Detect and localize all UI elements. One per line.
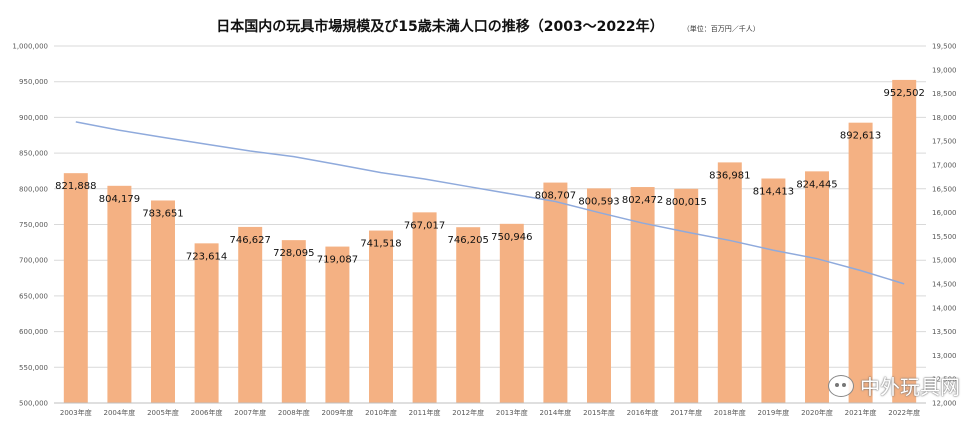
x-tick-label: 2006年度 [191, 408, 223, 417]
bar [63, 173, 88, 403]
bar-data-label: 767,017 [404, 220, 445, 231]
line-series [75, 121, 905, 285]
y-right-tick-label: 12,500 [932, 376, 957, 384]
y-right-tick-label: 15,500 [932, 233, 957, 241]
x-tick-label: 2013年度 [496, 408, 528, 417]
x-tick-label: 2016年度 [627, 408, 659, 417]
bar-data-label: 728,095 [273, 248, 314, 259]
bar [630, 187, 655, 403]
y-right-tick-label: 17,500 [932, 138, 957, 146]
bar-data-label: 800,015 [666, 197, 707, 208]
x-tick-label: 2011年度 [409, 408, 441, 417]
y-left-tick-label: 650,000 [19, 292, 48, 300]
y-right-tick-label: 12,000 [932, 400, 957, 408]
x-tick-label: 2005年度 [147, 408, 179, 417]
bar-data-label: 892,613 [840, 131, 881, 142]
bar-data-label: 824,445 [796, 179, 837, 190]
x-tick-label: 2009年度 [321, 408, 353, 417]
x-tick-label: 2007年度 [234, 408, 266, 417]
y-right-tick-label: 19,000 [932, 66, 957, 74]
bar [805, 171, 829, 403]
chart-title-block: 日本国内の玩具市場規模及び15歳未満人口の推移（2003〜2022年） （単位：… [0, 16, 976, 36]
x-tick-label: 2022年度 [888, 408, 920, 417]
y-right-tick-label: 18,000 [932, 114, 957, 122]
bar-data-label: 821,888 [55, 181, 96, 192]
y-left-tick-label: 700,000 [19, 257, 48, 265]
x-tick-label: 2008年度 [278, 408, 310, 417]
bar [848, 122, 873, 403]
y-right-tick-label: 18,500 [932, 90, 957, 98]
x-tick-label: 2010年度 [365, 408, 397, 417]
y-right-tick-label: 14,500 [932, 281, 957, 289]
bar [543, 182, 568, 403]
y-left-tick-label: 600,000 [19, 328, 48, 336]
y-left-tick-label: 850,000 [19, 150, 48, 158]
bar-data-label: 746,205 [448, 235, 489, 246]
watermark: 中外玩具网 [828, 371, 960, 400]
bar [369, 230, 393, 403]
bar [194, 243, 219, 403]
bar-data-label: 719,087 [317, 255, 358, 266]
y-left-tick-label: 750,000 [19, 221, 48, 229]
x-tick-label: 2014年度 [539, 408, 571, 417]
bar [761, 178, 786, 403]
bar [587, 188, 611, 403]
x-tick-label: 2015年度 [583, 408, 615, 417]
bar-data-label: 746,627 [230, 235, 271, 246]
bar [717, 162, 742, 403]
y-right-tick-label: 14,000 [932, 304, 957, 312]
y-left-tick-label: 1,000,000 [12, 43, 48, 51]
bar-data-label: 750,946 [491, 232, 532, 243]
x-tick-label: 2017年度 [670, 408, 702, 417]
bar-data-label: 800,593 [578, 196, 619, 207]
bar-data-label: 741,518 [360, 239, 401, 250]
x-tick-label: 2021年度 [845, 408, 877, 417]
wechat-icon [828, 374, 854, 397]
y-right-tick-label: 16,000 [932, 209, 957, 217]
chart-title: 日本国内の玩具市場規模及び15歳未満人口の推移（2003〜2022年） [216, 19, 664, 35]
watermark-text: 中外玩具网 [860, 375, 960, 399]
y-right-tick-label: 19,500 [932, 43, 957, 51]
bar-data-label: 814,413 [753, 187, 794, 198]
bar [281, 240, 306, 403]
x-tick-label: 2012年度 [452, 408, 484, 417]
y-left-tick-label: 800,000 [19, 185, 48, 193]
x-tick-label: 2003年度 [60, 408, 92, 417]
y-right-tick-label: 17,000 [932, 162, 957, 170]
y-left-tick-label: 500,000 [19, 400, 48, 408]
bar [238, 226, 263, 403]
x-tick-label: 2019年度 [757, 408, 789, 417]
bar [499, 223, 524, 403]
bar [151, 200, 175, 403]
y-right-tick-label: 13,000 [932, 352, 957, 360]
bar-data-label: 723,614 [186, 251, 227, 262]
unit-note: （単位：百万円／千人） [682, 25, 760, 33]
x-tick-label: 2018年度 [714, 408, 746, 417]
y-right-tick-label: 13,500 [932, 328, 957, 336]
x-tick-label: 2004年度 [103, 408, 135, 417]
bar-data-label: 802,472 [622, 195, 663, 206]
bar [412, 212, 437, 403]
y-right-tick-label: 15,000 [932, 257, 957, 265]
bar-data-label: 804,179 [99, 194, 140, 205]
bar-data-label: 808,707 [535, 191, 576, 202]
bar-data-label: 952,502 [884, 88, 925, 99]
bar [325, 246, 350, 403]
bar-data-label: 783,651 [142, 208, 183, 219]
y-left-tick-label: 900,000 [19, 114, 48, 122]
y-left-tick-label: 950,000 [19, 78, 48, 86]
bar [892, 79, 917, 403]
bar-data-label: 836,981 [709, 170, 750, 181]
y-left-tick-label: 550,000 [19, 364, 48, 372]
x-tick-label: 2020年度 [801, 408, 833, 417]
bar [107, 185, 132, 403]
y-right-tick-label: 16,500 [932, 185, 957, 193]
bar [674, 188, 699, 403]
bar [456, 227, 481, 403]
